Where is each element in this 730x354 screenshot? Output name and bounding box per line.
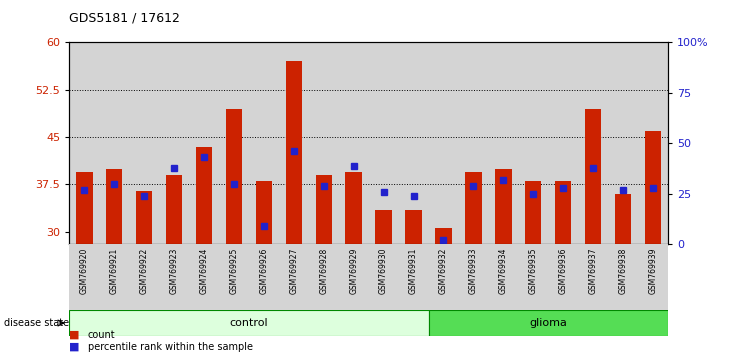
Bar [555, 181, 572, 244]
Text: ■: ■ [69, 342, 83, 352]
FancyBboxPatch shape [608, 244, 638, 310]
Bar [638, 42, 668, 244]
Text: GSM769937: GSM769937 [588, 247, 598, 294]
FancyBboxPatch shape [458, 244, 488, 310]
Text: GSM769923: GSM769923 [169, 247, 179, 294]
Bar [166, 175, 182, 244]
FancyBboxPatch shape [488, 244, 518, 310]
Bar [369, 42, 399, 244]
Text: glioma: glioma [529, 318, 567, 328]
Bar [345, 172, 362, 244]
Text: GSM769926: GSM769926 [259, 247, 269, 294]
Text: GSM769928: GSM769928 [319, 247, 328, 294]
Bar [255, 181, 272, 244]
Bar [578, 42, 608, 244]
Bar [76, 172, 93, 244]
FancyBboxPatch shape [129, 244, 159, 310]
Bar [429, 42, 458, 244]
Bar [645, 131, 661, 244]
Bar [435, 228, 452, 244]
Bar [488, 42, 518, 244]
Text: GSM769933: GSM769933 [469, 247, 478, 294]
Text: GSM769935: GSM769935 [529, 247, 538, 294]
Bar [159, 42, 189, 244]
FancyBboxPatch shape [249, 244, 279, 310]
Text: GSM769929: GSM769929 [349, 247, 358, 294]
FancyBboxPatch shape [99, 244, 129, 310]
Text: GSM769924: GSM769924 [199, 247, 209, 294]
Text: GSM769932: GSM769932 [439, 247, 448, 294]
FancyBboxPatch shape [399, 244, 429, 310]
Text: GSM769938: GSM769938 [618, 247, 628, 294]
Bar [525, 181, 542, 244]
Bar [399, 42, 429, 244]
Bar [136, 191, 153, 244]
Bar [375, 210, 392, 244]
FancyBboxPatch shape [219, 244, 249, 310]
Bar [196, 147, 212, 244]
Text: control: control [230, 318, 268, 328]
Text: disease state: disease state [4, 318, 69, 328]
Bar [548, 42, 578, 244]
Bar [495, 169, 512, 244]
FancyBboxPatch shape [339, 244, 369, 310]
Text: count: count [88, 330, 115, 339]
Text: GSM769925: GSM769925 [229, 247, 239, 294]
Bar [69, 42, 99, 244]
Text: percentile rank within the sample: percentile rank within the sample [88, 342, 253, 352]
FancyBboxPatch shape [69, 244, 99, 310]
Bar [106, 169, 123, 244]
Bar [405, 210, 422, 244]
Bar [226, 109, 242, 244]
Bar [309, 42, 339, 244]
FancyBboxPatch shape [548, 244, 578, 310]
FancyBboxPatch shape [369, 244, 399, 310]
FancyBboxPatch shape [638, 244, 668, 310]
Text: ■: ■ [69, 330, 83, 339]
Bar [518, 42, 548, 244]
Bar [615, 194, 631, 244]
FancyBboxPatch shape [69, 310, 429, 336]
FancyBboxPatch shape [518, 244, 548, 310]
Text: GSM769927: GSM769927 [289, 247, 299, 294]
Text: GSM769939: GSM769939 [648, 247, 658, 294]
Bar [315, 175, 332, 244]
FancyBboxPatch shape [189, 244, 219, 310]
Text: GSM769936: GSM769936 [558, 247, 568, 294]
Bar [279, 42, 309, 244]
Bar [99, 42, 129, 244]
FancyBboxPatch shape [159, 244, 189, 310]
Bar [219, 42, 249, 244]
FancyBboxPatch shape [429, 310, 668, 336]
Text: GSM769934: GSM769934 [499, 247, 508, 294]
Bar [189, 42, 219, 244]
Bar [249, 42, 279, 244]
Text: GSM769931: GSM769931 [409, 247, 418, 294]
Text: GSM769920: GSM769920 [80, 247, 89, 294]
FancyBboxPatch shape [309, 244, 339, 310]
FancyBboxPatch shape [429, 244, 458, 310]
FancyBboxPatch shape [279, 244, 309, 310]
Text: GSM769921: GSM769921 [110, 247, 119, 294]
Bar [465, 172, 482, 244]
Bar [458, 42, 488, 244]
Text: GSM769930: GSM769930 [379, 247, 388, 294]
Bar [285, 61, 302, 244]
FancyBboxPatch shape [578, 244, 608, 310]
Bar [585, 109, 602, 244]
Bar [608, 42, 638, 244]
Text: GSM769922: GSM769922 [139, 247, 149, 294]
Bar [129, 42, 159, 244]
Text: GDS5181 / 17612: GDS5181 / 17612 [69, 12, 180, 25]
Bar [339, 42, 369, 244]
